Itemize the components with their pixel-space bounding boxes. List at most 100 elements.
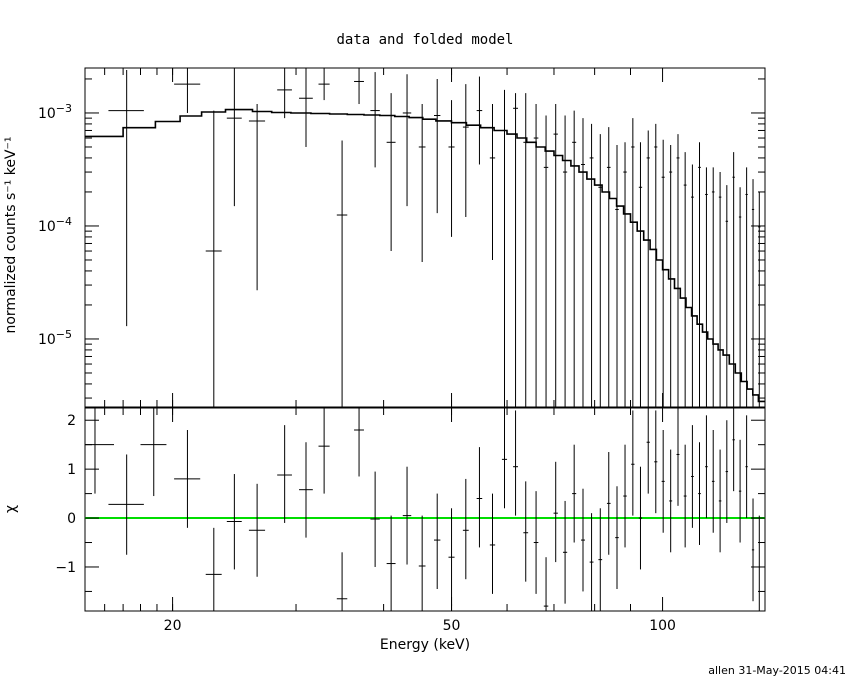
data-point	[758, 191, 761, 407]
data-point	[631, 118, 635, 407]
data-point	[543, 115, 549, 407]
data-point	[751, 498, 755, 602]
data-point	[476, 447, 483, 548]
data-point	[751, 179, 755, 407]
x-tick-label: 100	[649, 618, 676, 634]
data-point	[606, 127, 611, 407]
data-point	[553, 461, 558, 563]
x-tick-label: 20	[164, 618, 182, 634]
data-point	[318, 408, 330, 494]
data-point	[402, 74, 412, 207]
data-point	[533, 491, 539, 594]
data-point	[489, 493, 496, 594]
data-point	[732, 408, 735, 492]
data-point	[336, 552, 348, 611]
data-point	[543, 557, 549, 611]
data-point	[725, 185, 729, 407]
data-point	[646, 130, 650, 407]
data-point	[140, 67, 167, 69]
data-point	[738, 439, 742, 543]
data-point	[669, 145, 673, 407]
data-point	[758, 515, 761, 611]
data-point	[638, 466, 643, 570]
data-point	[205, 527, 222, 611]
data-point	[108, 454, 144, 555]
data-point	[691, 425, 694, 528]
data-point	[140, 408, 167, 497]
data-point	[299, 68, 313, 147]
data-point	[631, 410, 635, 516]
y-tick-label: 1	[67, 462, 76, 478]
data-point	[572, 444, 577, 543]
data-point	[336, 140, 348, 407]
data-point	[698, 142, 701, 407]
y-tick-label: 10−5	[38, 328, 72, 348]
data-point	[354, 408, 364, 477]
data-point	[711, 167, 715, 407]
data-point	[676, 134, 680, 407]
data-point	[513, 93, 519, 407]
data-point	[598, 134, 603, 407]
data-point	[248, 104, 266, 291]
data-point	[433, 493, 441, 589]
y-tick-label: 0	[67, 511, 76, 527]
footer-stamp: allen 31-May-2015 04:41	[708, 664, 846, 677]
data-point	[745, 415, 748, 519]
data-point	[581, 118, 585, 407]
data-point	[418, 515, 426, 611]
data-point	[646, 408, 650, 494]
data-point	[462, 478, 469, 580]
data-point	[691, 164, 694, 407]
data-point	[174, 68, 201, 113]
data-point	[370, 72, 380, 168]
data-point	[683, 444, 687, 548]
data-point	[615, 486, 619, 589]
data-point	[533, 104, 539, 407]
data-point	[654, 123, 658, 407]
data-point	[623, 142, 627, 407]
data-point	[589, 123, 594, 407]
data-point	[623, 444, 627, 548]
data-point	[85, 408, 115, 494]
data-point	[277, 425, 292, 523]
data-point	[489, 104, 496, 260]
y-tick-label: 10−4	[38, 215, 72, 235]
data-point	[745, 167, 748, 407]
data-point	[433, 78, 441, 214]
y-axis-label-residuals: χ	[3, 505, 19, 513]
data-point	[581, 488, 585, 592]
data-point	[738, 187, 742, 407]
x-axis-label: Energy (keV)	[380, 637, 470, 653]
spectrum-panel: 10−5 10−4 10−3	[38, 67, 766, 408]
data-point	[661, 430, 665, 533]
data-point	[615, 145, 619, 407]
data-point	[589, 513, 594, 611]
data-point	[705, 415, 708, 519]
data-point	[85, 67, 115, 69]
data-point	[698, 442, 701, 545]
data-point	[476, 76, 483, 165]
data-point	[418, 104, 426, 262]
chart-title: data and folded model	[336, 32, 513, 48]
data-point	[654, 410, 658, 514]
model-line	[85, 108, 765, 403]
data-point	[562, 500, 568, 604]
y-axis-label-spectrum: normalized counts s⁻¹ keV⁻¹	[3, 136, 19, 333]
data-point	[638, 142, 643, 407]
data-point	[226, 68, 242, 207]
plot-frame	[84, 407, 766, 612]
data-point	[108, 70, 144, 327]
data-point	[523, 481, 529, 582]
data-point	[277, 68, 292, 119]
data-point	[718, 172, 722, 407]
y-tick-label: −1	[55, 560, 76, 576]
data-point	[386, 515, 396, 611]
data-point	[669, 449, 673, 553]
data-point	[354, 68, 364, 105]
data-point	[448, 508, 455, 607]
data-point	[598, 508, 603, 611]
data-point	[248, 483, 266, 577]
data-point	[205, 110, 222, 407]
data-point	[553, 104, 558, 407]
